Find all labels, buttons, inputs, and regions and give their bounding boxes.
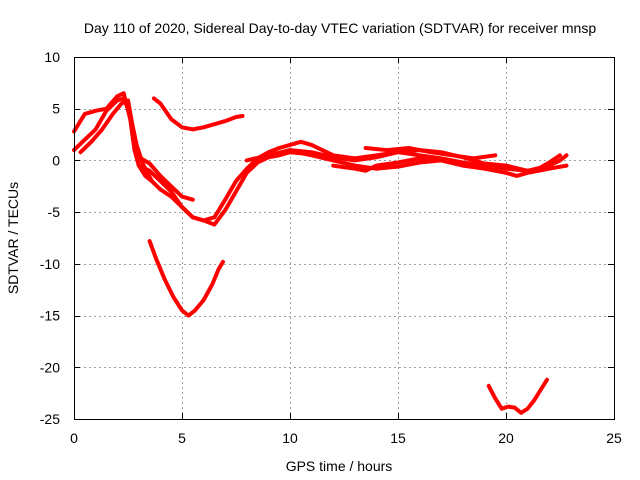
y-tick-label: -5 [48, 204, 61, 220]
y-tick-label: -10 [40, 256, 60, 272]
y-tick-label: -20 [40, 359, 60, 375]
y-tick-label: 10 [44, 49, 60, 65]
series-line-s8 [331, 156, 569, 178]
series-line-s2 [72, 91, 444, 227]
x-tick-label: 15 [390, 430, 406, 446]
x-tick-label: 25 [606, 430, 622, 446]
series-group [72, 91, 569, 415]
series-line-s6 [147, 239, 225, 318]
grid [74, 57, 614, 419]
x-tick-label: 20 [498, 430, 514, 446]
y-axis-label: SDTVAR / TECUs [5, 182, 21, 294]
plot-frame [74, 57, 615, 420]
series-line-s5 [151, 96, 245, 132]
y-tick-label: -15 [40, 308, 60, 324]
series-line-s10 [486, 377, 549, 415]
x-axis-label: GPS time / hours [286, 458, 393, 474]
x-tick-label: 5 [178, 430, 186, 446]
y-tick-label: 0 [52, 152, 60, 168]
axes-ticks: 0 5 10 15 20 25 -25 -20 -15 -10 -5 0 5 10 [40, 49, 622, 446]
y-tick-label: -25 [40, 411, 60, 427]
y-tick-label: 5 [52, 101, 60, 117]
chart-title: Day 110 of 2020, Sidereal Day-to-day VTE… [84, 20, 596, 36]
series-line-s9 [363, 146, 498, 161]
x-tick-label: 10 [282, 430, 298, 446]
series-line-s3 [78, 98, 195, 202]
series-line-s4 [136, 139, 562, 223]
x-tick-label: 0 [70, 430, 78, 446]
